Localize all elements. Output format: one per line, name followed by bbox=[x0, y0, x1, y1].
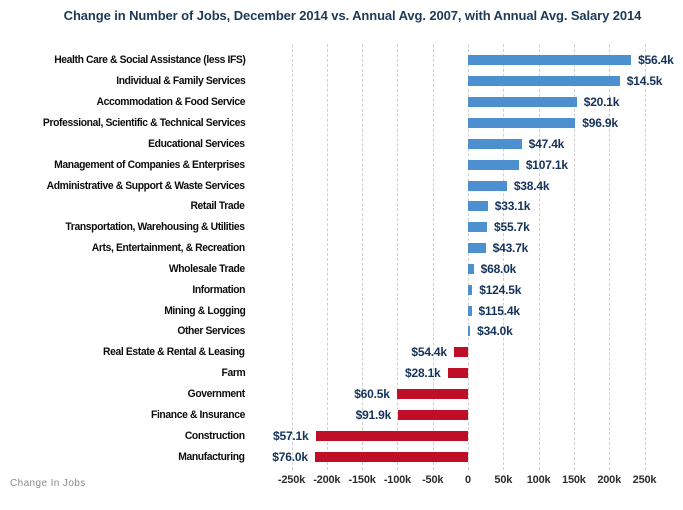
x-tick-label: 250k bbox=[632, 474, 657, 486]
gridline bbox=[644, 44, 646, 470]
bar bbox=[468, 326, 471, 337]
salary-label: $115.4k bbox=[478, 303, 521, 318]
category-label: Finance & Insurance bbox=[151, 408, 245, 421]
x-tick-label: 150k bbox=[562, 474, 586, 486]
salary-label: $34.0k bbox=[477, 324, 513, 339]
salary-label: $96.9k bbox=[582, 115, 618, 130]
gridline bbox=[468, 44, 469, 470]
x-tick-label: 50k bbox=[494, 474, 513, 486]
salary-label: $43.7k bbox=[492, 241, 529, 256]
category-label: Educational Services bbox=[148, 137, 245, 150]
category-label: Construction bbox=[185, 429, 245, 442]
gridline bbox=[432, 44, 434, 470]
bar bbox=[468, 55, 632, 66]
bar bbox=[468, 138, 522, 149]
bar bbox=[396, 389, 468, 400]
gridline bbox=[609, 44, 611, 470]
gridline bbox=[573, 44, 575, 470]
category-label: Other Services bbox=[177, 325, 245, 338]
salary-label: $28.1k bbox=[405, 366, 441, 381]
bar bbox=[453, 347, 468, 358]
bar bbox=[468, 243, 486, 254]
x-tick-label: -100k bbox=[383, 474, 411, 486]
gridline bbox=[397, 44, 399, 470]
salary-label: $47.4k bbox=[528, 136, 565, 151]
bar bbox=[468, 117, 576, 128]
bar bbox=[468, 159, 519, 170]
salary-label: $107.1k bbox=[525, 157, 568, 172]
x-tick-label: -150k bbox=[348, 474, 376, 486]
gridline bbox=[291, 44, 293, 470]
bar bbox=[468, 97, 577, 108]
salary-label: $55.7k bbox=[494, 220, 530, 235]
category-label: Government bbox=[187, 388, 246, 401]
bar bbox=[468, 76, 620, 87]
bar bbox=[468, 180, 507, 191]
bar bbox=[468, 305, 472, 316]
category-label: Management of Companies & Enterprises bbox=[54, 158, 245, 171]
bar bbox=[314, 451, 468, 462]
salary-label: $91.9k bbox=[355, 407, 392, 422]
gridline bbox=[503, 44, 505, 470]
category-label: Individual & Family Services bbox=[115, 75, 245, 88]
salary-label: $56.4k bbox=[638, 53, 674, 68]
category-label: Wholesale Trade bbox=[169, 262, 245, 275]
salary-label: $54.4k bbox=[411, 345, 447, 360]
chart-title: Change in Number of Jobs, December 2014 … bbox=[63, 8, 642, 23]
salary-label: $57.1k bbox=[273, 428, 309, 443]
x-tick-label: 100k bbox=[526, 474, 551, 486]
gridline bbox=[326, 44, 328, 470]
category-label: Administrative & Support & Waste Service… bbox=[47, 179, 245, 192]
category-label: Mining & Logging bbox=[163, 304, 246, 317]
category-label: Health Care & Social Assistance (less IF… bbox=[53, 54, 246, 67]
salary-label: $33.1k bbox=[494, 199, 531, 214]
x-tick-label: -200k bbox=[313, 474, 341, 486]
salary-label: $38.4k bbox=[513, 178, 550, 193]
x-tick-label: 200k bbox=[597, 474, 622, 486]
category-label: Information bbox=[192, 283, 245, 296]
category-label: Manufacturing bbox=[178, 450, 246, 463]
category-label: Retail Trade bbox=[190, 200, 245, 213]
category-label: Arts, Entertainment, & Recreation bbox=[91, 242, 245, 255]
bar bbox=[398, 409, 468, 420]
category-label: Farm bbox=[221, 367, 245, 380]
salary-label: $68.0k bbox=[480, 261, 517, 276]
x-tick-label: -50k bbox=[422, 474, 444, 486]
salary-label: $14.5k bbox=[626, 74, 663, 89]
x-tick-label: 0 bbox=[465, 474, 471, 486]
x-axis-title: Change In Jobs bbox=[10, 478, 86, 489]
gridline bbox=[362, 44, 364, 470]
bar bbox=[447, 368, 468, 379]
category-label: Real Estate & Rental & Leasing bbox=[103, 346, 245, 359]
salary-label: $60.5k bbox=[354, 387, 390, 402]
salary-label: $20.1k bbox=[583, 95, 620, 110]
salary-label: $124.5k bbox=[479, 282, 522, 297]
category-label: Accommodation & Food Service bbox=[96, 96, 245, 109]
bar bbox=[315, 430, 468, 441]
category-label: Transportation, Warehousing & Utilities bbox=[65, 221, 246, 234]
bar bbox=[468, 222, 488, 233]
gridline bbox=[538, 44, 540, 470]
bar bbox=[468, 284, 473, 295]
bar bbox=[468, 201, 488, 212]
salary-label: $76.0k bbox=[272, 449, 308, 464]
x-tick-label: -250k bbox=[277, 474, 306, 486]
category-label: Professional, Scientific & Technical Ser… bbox=[42, 116, 246, 129]
bar bbox=[468, 263, 474, 274]
